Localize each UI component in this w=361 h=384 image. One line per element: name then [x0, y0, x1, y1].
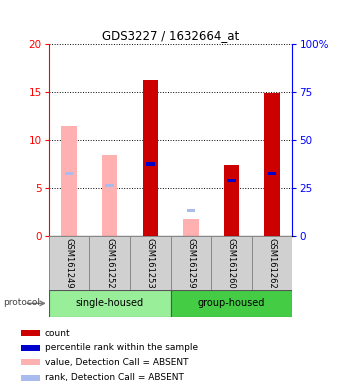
- Bar: [102, 155, 117, 236]
- Bar: [264, 93, 280, 236]
- Bar: [143, 79, 158, 236]
- Bar: [170, 290, 292, 317]
- Text: GSM161259: GSM161259: [186, 238, 195, 288]
- Bar: [130, 236, 170, 290]
- Title: GDS3227 / 1632664_at: GDS3227 / 1632664_at: [102, 28, 239, 41]
- Bar: [170, 236, 211, 290]
- Bar: [65, 172, 73, 175]
- Bar: [49, 290, 170, 317]
- Text: GSM161262: GSM161262: [268, 238, 277, 288]
- Bar: [187, 209, 195, 212]
- Text: value, Detection Call = ABSENT: value, Detection Call = ABSENT: [45, 358, 188, 367]
- Bar: [21, 375, 40, 381]
- Bar: [211, 236, 252, 290]
- Bar: [90, 236, 130, 290]
- Bar: [21, 359, 40, 366]
- Bar: [61, 126, 77, 236]
- Text: GSM161252: GSM161252: [105, 238, 114, 288]
- Bar: [21, 330, 40, 336]
- Bar: [227, 179, 236, 182]
- Bar: [49, 236, 90, 290]
- Text: single-housed: single-housed: [75, 298, 144, 308]
- Bar: [146, 162, 155, 166]
- Bar: [224, 165, 239, 236]
- Text: count: count: [45, 329, 70, 338]
- Bar: [21, 345, 40, 351]
- Text: percentile rank within the sample: percentile rank within the sample: [45, 343, 198, 353]
- Text: rank, Detection Call = ABSENT: rank, Detection Call = ABSENT: [45, 373, 183, 382]
- Bar: [183, 219, 199, 236]
- Text: GSM161253: GSM161253: [146, 238, 155, 288]
- Text: protocol: protocol: [4, 298, 40, 307]
- Bar: [105, 184, 114, 187]
- Bar: [252, 236, 292, 290]
- Text: GSM161260: GSM161260: [227, 238, 236, 288]
- Bar: [268, 172, 277, 175]
- Text: GSM161249: GSM161249: [65, 238, 74, 288]
- Text: group-housed: group-housed: [198, 298, 265, 308]
